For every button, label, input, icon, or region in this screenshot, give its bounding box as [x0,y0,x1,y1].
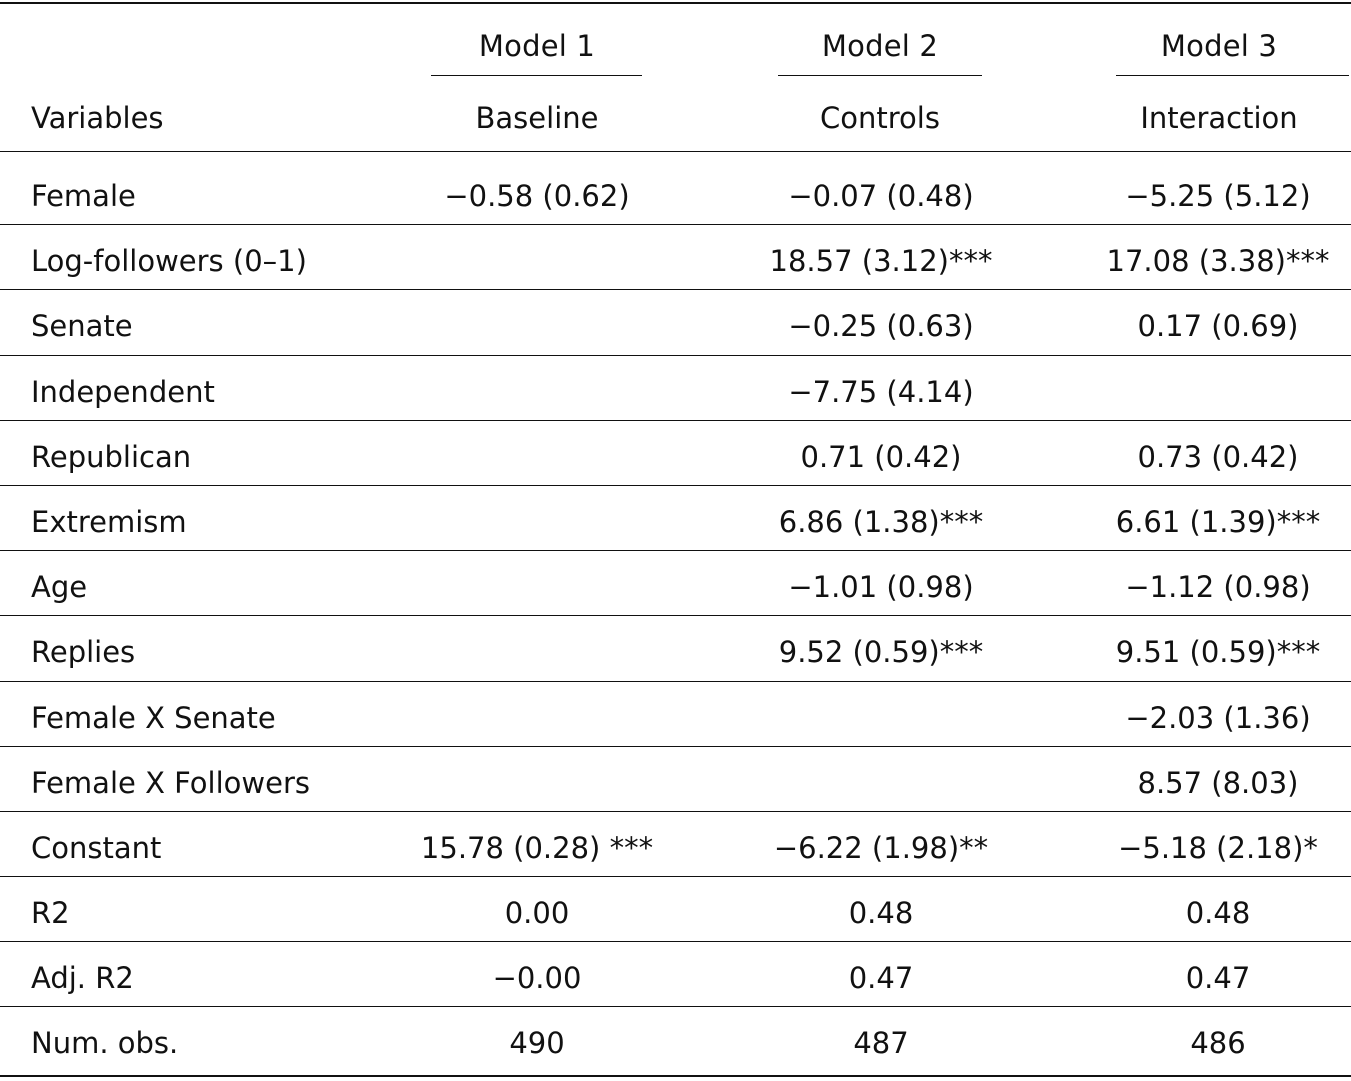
table-row: Senate −0.25 (0.63) 0.17 (0.69) [0,290,1351,356]
model-1-underline [431,75,642,76]
row-label: Adj. R2 [31,961,134,996]
row-label: Female [31,179,136,213]
model-2-cell: −1.01 (0.98) [788,570,974,605]
model-3-cell: 9.51 (0.59)*** [1115,635,1321,670]
model-1-cell: 490 [509,1026,565,1061]
model-2-underline [778,75,982,76]
model-3-cell: −5.25 (5.12) [1125,179,1311,213]
model-1-cell [382,682,692,746]
model-2-cell [728,747,1034,811]
model-3-cell: 8.57 (8.03) [1137,765,1299,800]
model-3-cell: 486 [1190,1026,1246,1061]
model-3-cell: −2.03 (1.36) [1125,700,1311,735]
model-3-cell: −5.18 (2.18)* [1118,830,1318,865]
header-rule [0,151,1351,152]
table-body: Female −0.58 (0.62) −0.07 (0.48) −5.25 (5.1… [0,160,1351,1072]
model-1-cell: −0.58 (0.62) [444,179,630,213]
table-bottom-rule [0,1075,1351,1077]
model-1-cell [382,551,692,615]
model-1-cell [382,356,692,420]
table-row: Female X Senate −2.03 (1.36) [0,682,1351,747]
model-2-cell: 0.71 (0.42) [800,439,962,474]
model-2-cell: −7.75 (4.14) [788,374,974,409]
model-2-cell: 6.86 (1.38)*** [778,504,984,539]
model-3-cell: −1.12 (0.98) [1125,570,1311,605]
table-row: Age −1.01 (0.98) −1.12 (0.98) [0,551,1351,617]
table-row: Adj. R2 −0.00 0.47 0.47 [0,942,1351,1008]
row-label: Female X Senate [31,700,276,735]
baseline-subheader: Baseline [475,101,599,135]
model-2-cell: 9.52 (0.59)*** [778,635,984,670]
model-3-cell: 0.48 [1185,896,1251,931]
model-2-cell: −6.22 (1.98)** [773,830,989,865]
model-1-cell: 15.78 (0.28) *** [420,830,654,865]
model-3-header: Model 3 [1160,29,1278,63]
model-2-cell: 18.57 (3.12)*** [769,244,993,279]
table-row: Female X Followers 8.57 (8.03) [0,747,1351,812]
model-1-cell [382,616,692,680]
variables-header: Variables [31,101,164,135]
table-row: Num. obs. 490 487 486 [0,1007,1351,1071]
model-3-cell: 6.61 (1.39)*** [1115,504,1321,539]
model-2-cell [728,682,1034,746]
model-2-cell: −0.07 (0.48) [788,179,974,213]
table-row: Extremism 6.86 (1.38)*** 6.61 (1.39)*** [0,486,1351,552]
row-label: Age [31,570,88,605]
table-row: Constant 15.78 (0.28) *** −6.22 (1.98)** −5… [0,812,1351,878]
table-top-rule [0,2,1351,4]
model-1-cell: −0.00 [492,961,582,996]
row-label: Female X Followers [31,765,310,800]
model-3-cell: 17.08 (3.38)*** [1106,244,1330,279]
table-row: Independent −7.75 (4.14) [0,356,1351,421]
model-2-cell: −0.25 (0.63) [788,309,974,344]
model-3-underline [1116,75,1349,76]
row-label: Log-followers (0–1) [31,244,307,279]
model-2-cell: 0.48 [848,896,914,931]
model-3-cell: 0.47 [1185,961,1251,996]
model-2-cell: 487 [853,1026,909,1061]
row-label: Replies [31,635,136,670]
model-3-cell: 0.17 (0.69) [1137,309,1299,344]
row-label: R2 [31,896,70,931]
model-1-cell [382,421,692,485]
model-1-cell [382,486,692,550]
interaction-subheader: Interaction [1140,101,1298,135]
table-row: Republican 0.71 (0.42) 0.73 (0.42) [0,421,1351,486]
row-label: Constant [31,830,162,865]
row-label: Senate [31,309,133,344]
model-1-cell [382,290,692,354]
model-1-header: Model 1 [478,29,596,63]
row-label: Independent [31,374,215,409]
row-label: Extremism [31,504,187,539]
model-2-cell: 0.47 [848,961,914,996]
model-1-cell [382,747,692,811]
controls-subheader: Controls [820,101,940,135]
table-row: Log-followers (0–1) 18.57 (3.12)*** 17.08 … [0,225,1351,291]
model-1-cell [382,225,692,289]
table-row: Female −0.58 (0.62) −0.07 (0.48) −5.25 (5.1… [0,160,1351,226]
model-3-cell [1068,356,1351,420]
model-2-header: Model 2 [821,29,939,63]
model-1-cell: 0.00 [504,896,570,931]
model-3-cell: 0.73 (0.42) [1137,439,1299,474]
table-row: R2 0.00 0.48 0.48 [0,877,1351,943]
row-label: Republican [31,439,192,474]
table-row: Replies 9.52 (0.59)*** 9.51 (0.59)*** [0,616,1351,682]
row-label: Num. obs. [31,1026,179,1061]
